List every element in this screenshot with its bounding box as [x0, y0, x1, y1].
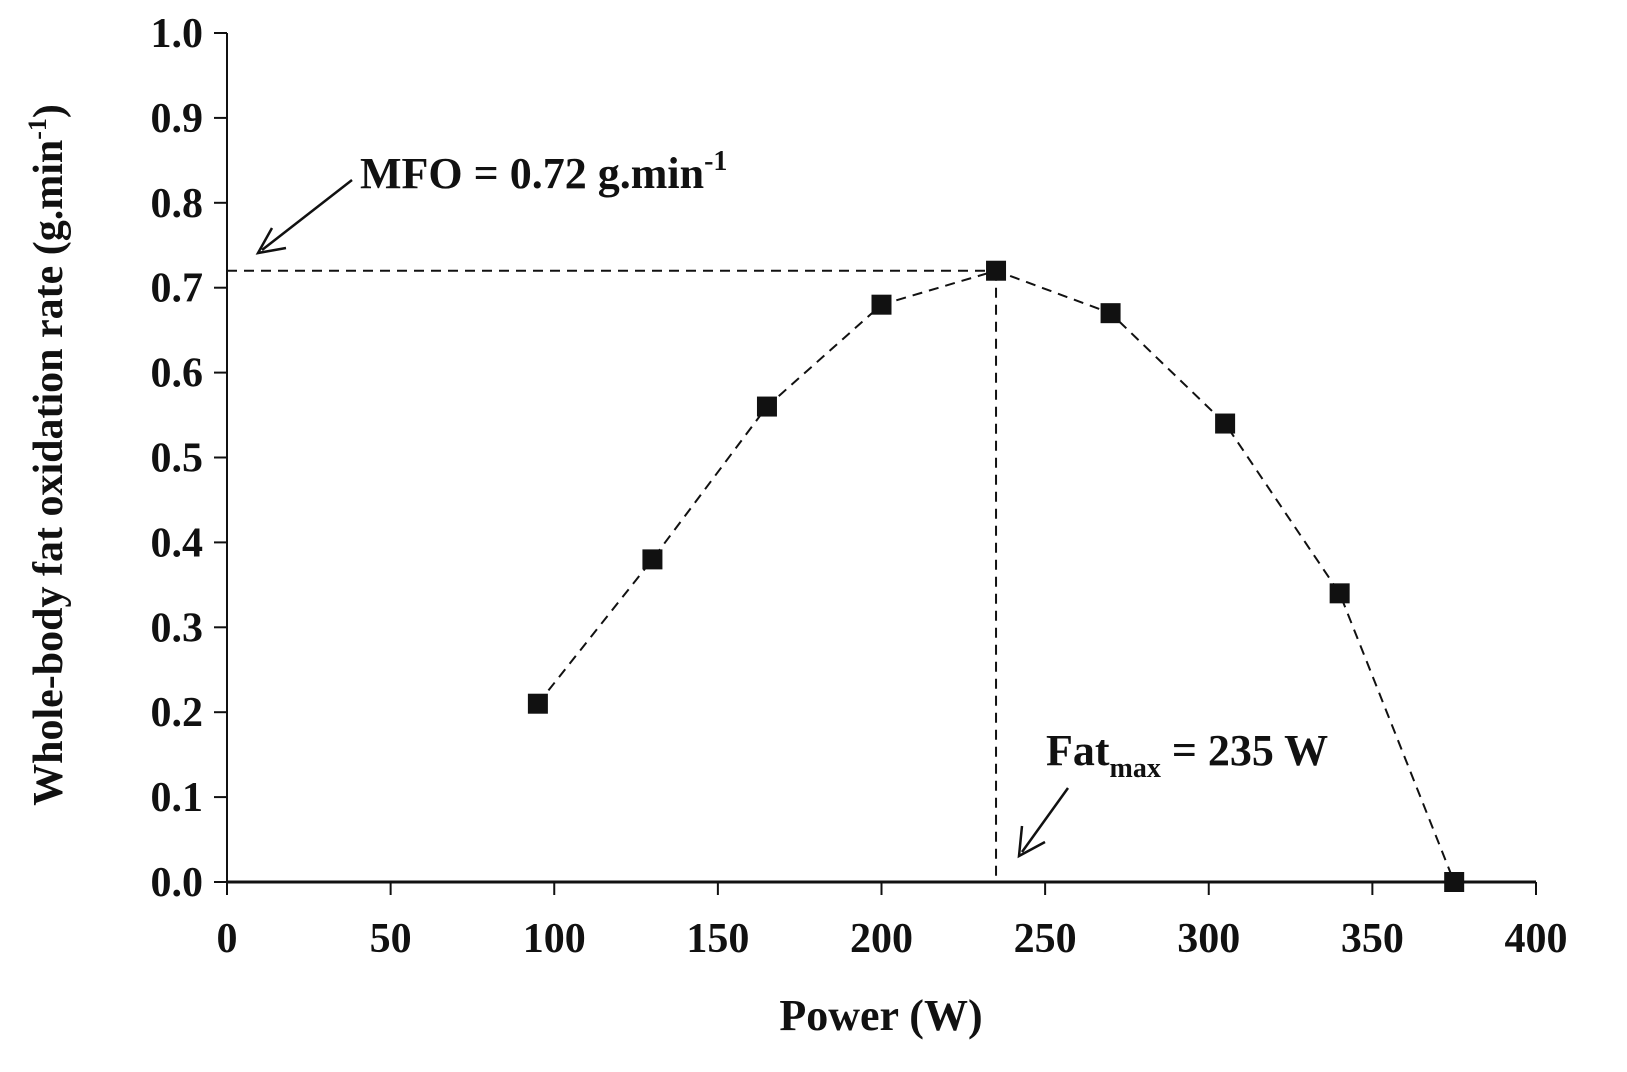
- y-tick-label: 0.0: [151, 860, 204, 906]
- data-point: [986, 260, 1007, 281]
- y-tick-label: 1.0: [151, 11, 204, 57]
- x-tick-label: 250: [1014, 916, 1077, 962]
- data-point: [871, 294, 892, 315]
- x-tick-label: 150: [686, 916, 749, 962]
- y-tick-label: 0.5: [151, 436, 204, 482]
- y-tick-label: 0.9: [151, 96, 204, 142]
- x-axis-label: Power (W): [779, 991, 982, 1040]
- y-tick-label: 0.7: [151, 266, 204, 312]
- x-tick-label: 350: [1341, 916, 1404, 962]
- x-tick-label: 400: [1505, 916, 1568, 962]
- x-tick-label: 200: [850, 916, 913, 962]
- data-point: [527, 693, 548, 714]
- y-tick-label: 0.3: [151, 605, 204, 651]
- guide-lines: [227, 269, 998, 882]
- data-point: [1100, 303, 1121, 324]
- axes: 0 50 100 150 200 250 300 350 400 0.0 0.1 0.2 0.3 0.4 0…: [151, 11, 1568, 962]
- x-tick-label: 300: [1177, 916, 1240, 962]
- y-tick-label: 0.1: [151, 775, 204, 821]
- x-tick-label: 0: [217, 916, 238, 962]
- data-point: [642, 549, 663, 570]
- y-tick-label: 0.4: [151, 520, 204, 566]
- y-tick-label: 0.2: [151, 690, 204, 736]
- y-axis-label: Whole-body fat oxidation rate (g.min-1): [23, 104, 72, 806]
- mfo-arrow: [255, 179, 353, 255]
- fatmax-annotation: Fatmax = 235 W: [1046, 726, 1328, 784]
- data-point: [1444, 872, 1465, 892]
- x-tick-label: 50: [370, 916, 412, 962]
- y-tick-label: 0.6: [151, 351, 204, 397]
- fatmax-arrow: [1017, 787, 1070, 859]
- series: [527, 260, 1465, 892]
- y-tick-label: 0.8: [151, 181, 204, 227]
- data-point: [756, 396, 777, 417]
- x-tick-label: 100: [523, 916, 586, 962]
- data-point: [1215, 413, 1236, 434]
- data-point: [1329, 583, 1350, 604]
- mfo-annotation: MFO = 0.72 g.min-1: [360, 146, 727, 198]
